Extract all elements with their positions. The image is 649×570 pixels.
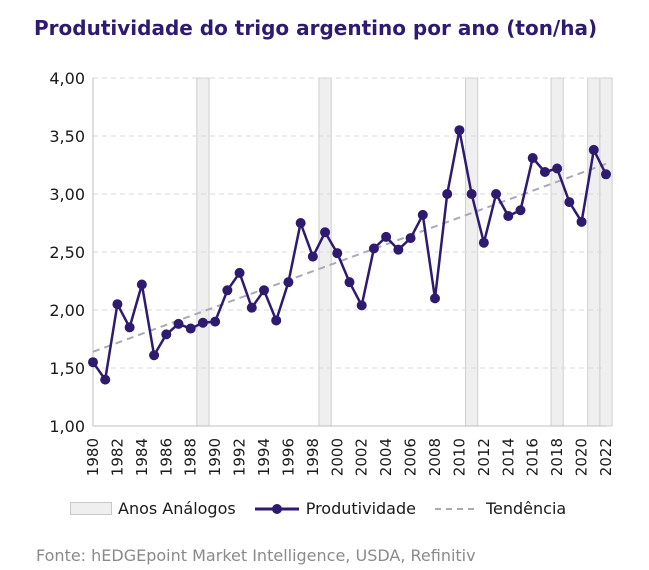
data-point-2007 (417, 209, 428, 220)
data-point-1996 (283, 277, 294, 288)
data-point-1981 (100, 374, 111, 385)
data-point-2009 (442, 189, 453, 199)
data-point-2001 (344, 277, 355, 288)
data-point-2002 (356, 300, 367, 311)
series-line-tendencia (92, 162, 607, 353)
y-tick-label: 1,00 (49, 417, 85, 436)
y-tick-label: 3,50 (49, 127, 85, 146)
x-tick-label: 1982 (108, 438, 126, 476)
data-point-2016 (527, 153, 538, 164)
x-tick-label: 2020 (573, 438, 591, 476)
data-point-1986 (161, 329, 172, 340)
x-tick-label: 1980 (84, 438, 102, 476)
data-point-2003 (368, 243, 379, 254)
x-tick-label: 1994 (255, 438, 273, 476)
data-point-2000 (332, 248, 343, 259)
y-tick-label: 2,00 (49, 301, 85, 320)
x-tick-label: 2008 (426, 438, 444, 476)
data-point-2019 (564, 197, 575, 208)
data-point-1994 (259, 285, 269, 296)
data-point-2012 (478, 237, 489, 248)
data-point-1999 (320, 227, 331, 238)
data-point-2022 (601, 169, 611, 180)
x-tick-label: 2010 (450, 438, 468, 476)
y-tick-label: 3,00 (49, 185, 85, 204)
legend-label-produtividade: Produtividade (305, 499, 416, 518)
data-point-2013 (491, 189, 502, 199)
chart-title: Produtividade do trigo argentino por ano… (34, 16, 598, 40)
x-tick-label: 2016 (524, 438, 542, 476)
data-point-2014 (503, 211, 514, 222)
data-point-1989 (197, 317, 208, 328)
y-tick-label: 1,50 (49, 359, 85, 378)
data-point-2015 (515, 205, 526, 216)
x-tick-label: 2022 (597, 438, 615, 476)
data-point-1991 (222, 285, 233, 296)
x-tick-label: 2012 (475, 438, 493, 476)
x-tick-label: 2002 (353, 438, 371, 476)
data-point-1995 (271, 315, 282, 326)
data-point-2017 (539, 166, 550, 177)
data-point-1983 (124, 322, 135, 333)
x-tick-label: 1988 (182, 438, 200, 476)
data-point-1988 (185, 323, 196, 334)
x-tick-label: 1996 (279, 438, 297, 476)
y-tick-label: 4,00 (49, 69, 85, 88)
data-point-1984 (136, 279, 147, 290)
legend-item-tendencia: Tendência (434, 499, 566, 518)
legend-swatch-tendencia (434, 507, 479, 510)
data-point-1990 (210, 316, 221, 327)
legend-label-tendencia: Tendência (485, 499, 567, 518)
x-tick-label: 1998 (304, 438, 322, 476)
x-tick-label: 2018 (548, 438, 566, 476)
data-point-1980 (88, 357, 98, 368)
x-tick-label: 1986 (157, 438, 175, 476)
x-tick-label: 2000 (328, 438, 346, 476)
data-point-2004 (381, 231, 392, 242)
data-point-2005 (393, 244, 404, 255)
data-point-1997 (295, 218, 306, 228)
data-point-2008 (430, 293, 440, 304)
x-tick-label: 1984 (133, 438, 151, 476)
data-point-1992 (234, 267, 245, 278)
data-point-1987 (173, 318, 184, 329)
data-point-2006 (405, 233, 416, 244)
data-point-1982 (112, 299, 123, 310)
data-point-2018 (552, 163, 563, 174)
x-tick-label: 2014 (499, 438, 517, 476)
legend-item-produtividade: Produtividade (254, 499, 416, 518)
legend-label-anos-analogos: Anos Análogos (118, 499, 236, 518)
data-point-2021 (588, 144, 599, 155)
legend-swatch-produtividade (254, 503, 299, 514)
data-point-1998 (307, 251, 318, 262)
x-tick-label: 1992 (231, 438, 249, 476)
legend: Anos Análogos Produtividade Tendência (70, 499, 584, 518)
y-tick-label: 2,50 (49, 243, 85, 262)
x-tick-label: 2004 (377, 438, 395, 476)
data-point-2011 (466, 189, 477, 199)
legend-swatch-anos-analogos (70, 502, 112, 515)
series-line-produtividade (91, 128, 608, 381)
source-note: Fonte: hEDGEpoint Market Intelligence, U… (36, 546, 476, 565)
x-tick-label: 1990 (206, 438, 224, 476)
data-point-1993 (246, 302, 257, 313)
x-tick-label: 2006 (402, 438, 420, 476)
data-point-1985 (149, 350, 160, 361)
data-point-2020 (576, 216, 587, 227)
legend-item-anos-analogos: Anos Análogos (70, 499, 236, 518)
data-point-2010 (454, 125, 465, 136)
